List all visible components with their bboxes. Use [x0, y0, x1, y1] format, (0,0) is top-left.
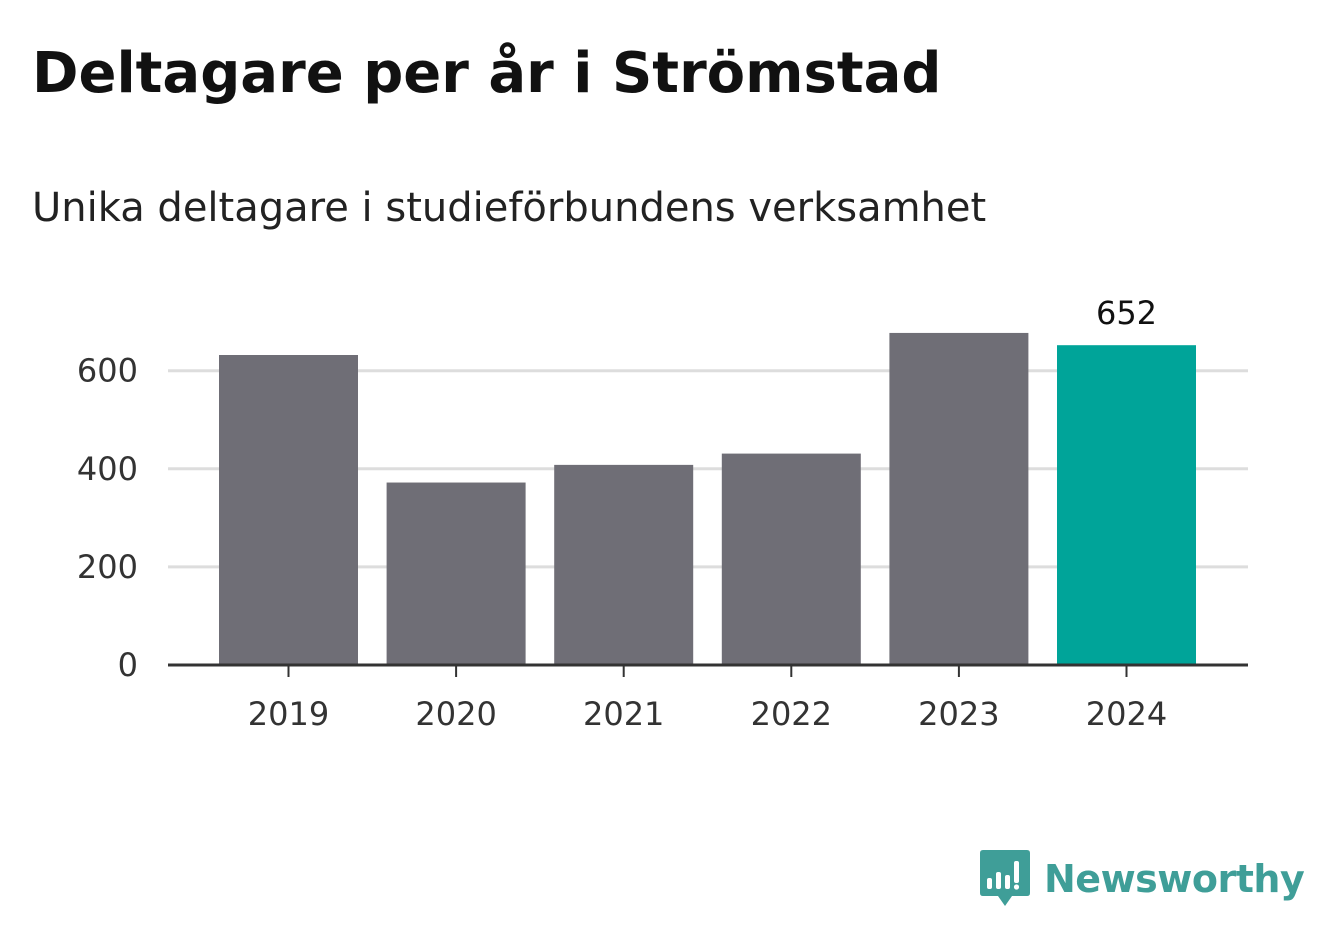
- y-tick-label: 600: [77, 352, 138, 390]
- brand-logo: Newsworthy: [978, 848, 1305, 910]
- bar-2024: [1057, 345, 1196, 665]
- bar-2020: [386, 482, 526, 665]
- x-tick-label: 2020: [415, 695, 496, 733]
- x-tick-label: 2019: [248, 695, 329, 733]
- y-tick-label: 0: [118, 646, 138, 684]
- bar-2021: [554, 464, 694, 665]
- bar-2023: [889, 332, 1029, 665]
- brand-name: Newsworthy: [1044, 857, 1305, 901]
- chart-subtitle: Unika deltagare i studieförbundens verks…: [32, 185, 987, 231]
- x-tick-label: 2021: [583, 695, 664, 733]
- bar-2022: [721, 453, 861, 665]
- y-tick-label: 200: [77, 548, 138, 586]
- chart-title: Deltagare per år i Strömstad: [32, 41, 942, 106]
- bars: [219, 332, 1196, 665]
- y-tick-label: 400: [77, 450, 138, 488]
- newsworthy-logo-icon: [980, 850, 1030, 906]
- bar-chart: 0 200 400 600 2019 2020 2021 2022 2023 2024 652: [77, 294, 1248, 733]
- x-tick-label: 2024: [1086, 695, 1167, 733]
- axes: [168, 663, 1248, 677]
- labels: 0 200 400 600 2019 2020 2021 2022 2023 2024 652: [77, 294, 1167, 733]
- x-tick-label: 2023: [918, 695, 999, 733]
- x-tick-label: 2022: [751, 695, 832, 733]
- bar-2019: [219, 355, 358, 665]
- data-label: 652: [1096, 294, 1157, 332]
